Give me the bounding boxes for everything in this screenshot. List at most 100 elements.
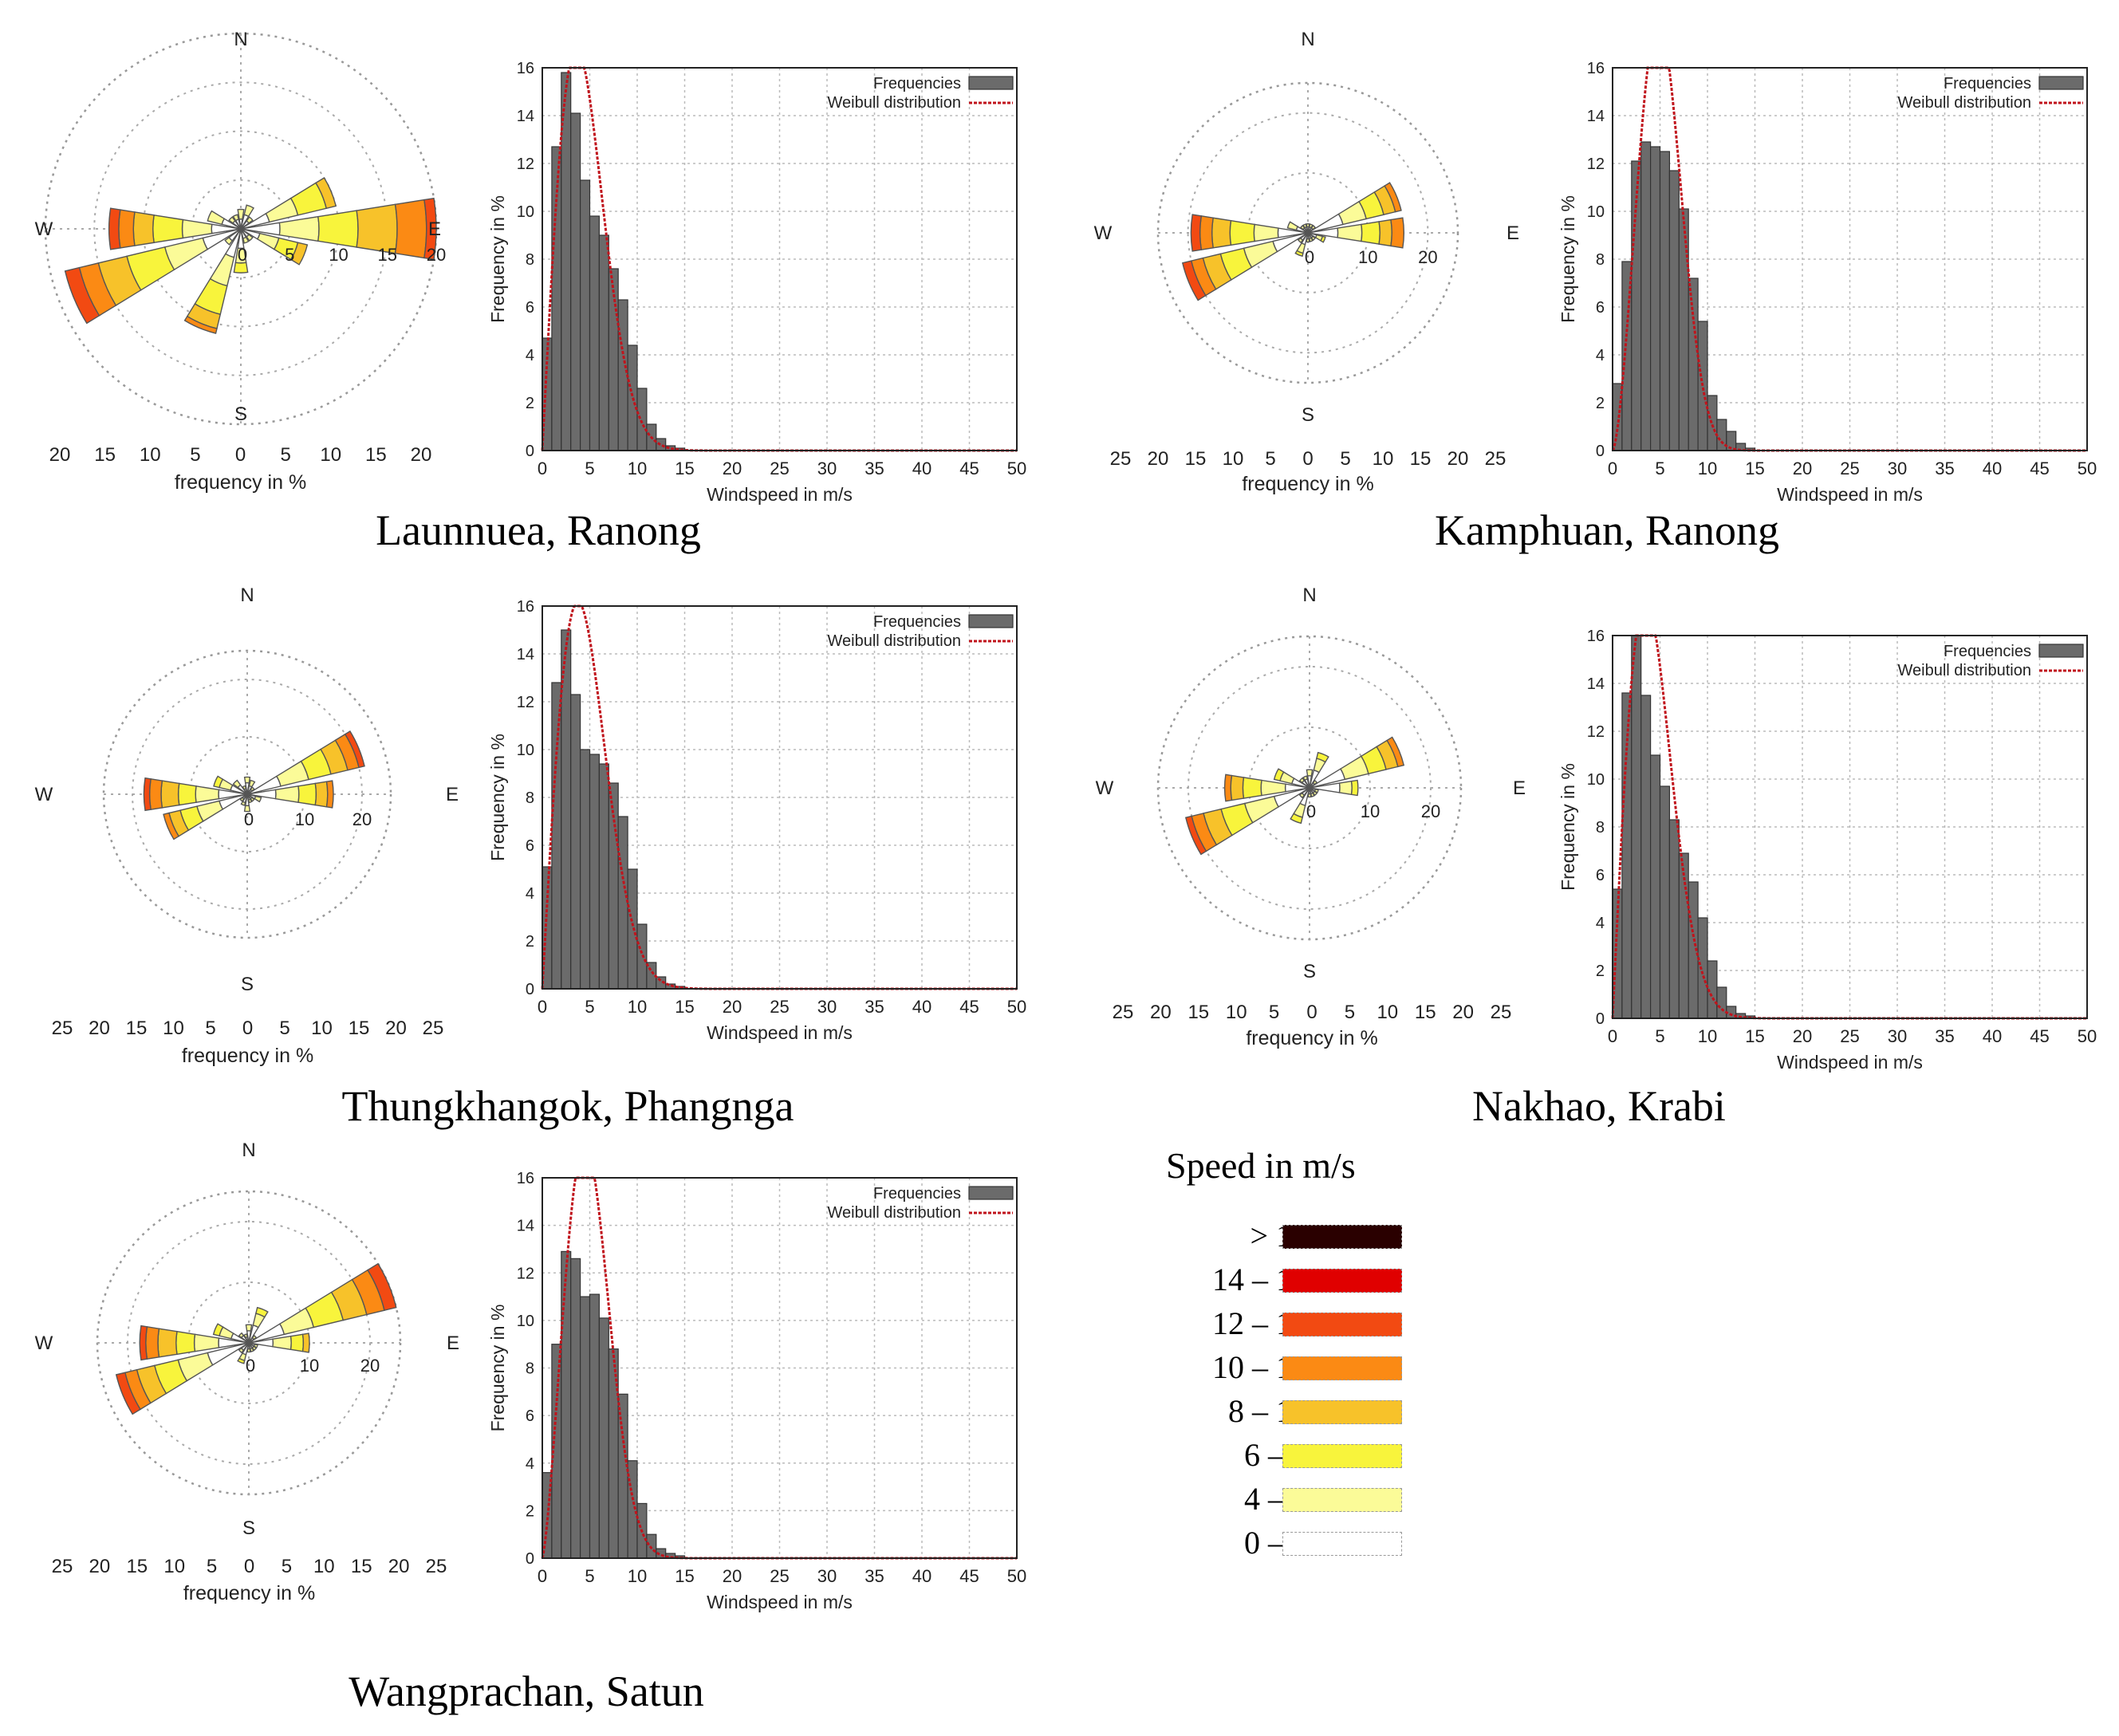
rose-petal-segment	[108, 207, 121, 250]
rose-petal-segment	[1273, 768, 1285, 781]
rose-petal-segment	[289, 1333, 305, 1352]
rose-xtick-label: 20	[411, 444, 432, 466]
xtick-label: 35	[1935, 459, 1954, 478]
compass-n-label: N	[1301, 29, 1314, 50]
legend-row-0-4: 0 – 4	[1132, 1527, 1467, 1559]
histogram-bar	[627, 868, 638, 990]
xtick-label: 30	[817, 1566, 837, 1586]
rose-petal-segment	[237, 208, 245, 220]
xtick-label: 15	[1745, 459, 1764, 478]
rose-petal-segment	[207, 210, 226, 226]
rose-xtick-label: 25	[1485, 448, 1507, 470]
xtick-label: 45	[959, 997, 979, 1017]
rose-petal-segment	[1361, 221, 1381, 245]
rose-petal-segment	[1294, 250, 1304, 258]
ytick-label: 0	[1596, 1010, 1605, 1028]
compass-e-label: E	[1507, 222, 1519, 244]
xtick-label: 50	[1007, 997, 1026, 1017]
xtick-label: 40	[1983, 1026, 2002, 1046]
rose-petal-segment	[243, 776, 251, 784]
rose-petal-segment	[246, 216, 254, 224]
legend-swatch	[1282, 1313, 1402, 1336]
rose-petal-segment	[278, 215, 320, 242]
ytick-label: 2	[1596, 962, 1605, 980]
ytick-label: 6	[526, 837, 534, 855]
rose-xtick-label: 25	[52, 1556, 73, 1577]
histogram-ylabel: Frequency in %	[487, 1305, 508, 1432]
xtick-label: 35	[865, 1566, 884, 1586]
histogram-bar	[1631, 160, 1642, 451]
compass-n-label: N	[242, 1140, 255, 1161]
rose-xtick-label: 5	[205, 1018, 215, 1039]
rose-xtick-label: 15	[126, 1556, 148, 1577]
ytick-label: 4	[526, 1455, 534, 1473]
xtick-label: 50	[2078, 459, 2097, 478]
plot-frame	[1612, 635, 2088, 1019]
histogram-bar	[1640, 695, 1652, 1019]
rose-petal-segment	[246, 1348, 251, 1353]
legend-row-4-6: 4 – 6	[1132, 1483, 1467, 1515]
ytick-label: 12	[517, 694, 534, 711]
rose-ring-label: 0	[244, 809, 254, 829]
compass-e-label: E	[447, 1333, 459, 1354]
legend-swatch	[1282, 1225, 1402, 1249]
legend-swatch	[1282, 1532, 1402, 1556]
xtick-label: 20	[723, 459, 742, 478]
ytick-label: 0	[1596, 443, 1605, 460]
rose-petal-segment	[1297, 237, 1304, 244]
rose-ring-label: 0	[246, 1356, 255, 1376]
histogram-1: 0 5 10 15 20 25 30 35 40 45 50 0 2 4 6 8 10 12 14 16 Frequen…	[1558, 60, 2097, 505]
histogram-bar	[589, 1293, 600, 1559]
rose-xtick-label: 25	[52, 1018, 73, 1039]
rose-xtick-label: 20	[1452, 1002, 1474, 1023]
rose-petal-segment	[1223, 774, 1233, 802]
ytick-label: 0	[526, 981, 534, 998]
histogram-bar	[1697, 321, 1708, 451]
ytick-label: 16	[517, 60, 534, 77]
rose-petal-segment	[118, 209, 136, 249]
rose-petal-segment	[1298, 777, 1306, 784]
ytick-label: 2	[526, 1502, 534, 1520]
histogram-bar	[570, 694, 581, 990]
rose-xtick-label: 15	[349, 1018, 370, 1039]
legend-swatch	[1282, 1356, 1402, 1380]
histogram-bar	[589, 754, 600, 990]
xtick-label: 40	[912, 459, 931, 478]
histogram-bar	[608, 782, 619, 990]
rose-petal-segment	[248, 779, 256, 788]
rose-xtick-label: 15	[365, 444, 387, 466]
ytick-label: 4	[526, 885, 534, 903]
rose-ring	[1187, 112, 1429, 354]
xtick-label: 10	[628, 459, 647, 478]
xtick-label: 50	[1007, 459, 1026, 478]
rose-xtick-label: 15	[94, 444, 116, 466]
rose-xtick-label: 20	[1447, 448, 1469, 470]
rose-xtick-label: 5	[1345, 1002, 1355, 1023]
rose-petal-segment	[64, 266, 100, 325]
compass-w-label: W	[1094, 222, 1113, 244]
xtick-label: 30	[1888, 1026, 1907, 1046]
rose-petal-segment	[232, 214, 239, 222]
ytick-label: 4	[1596, 915, 1605, 932]
histogram-xlabel: Windspeed in m/s	[707, 1592, 853, 1612]
xtick-label: 35	[1935, 1026, 1954, 1046]
weibull-curve	[541, 604, 1017, 990]
histogram-bar	[579, 749, 591, 990]
xtick-label: 5	[585, 459, 594, 478]
rose-petal-segment	[1290, 813, 1303, 825]
histogram-0: 0 5 10 15 20 25 30 35 40 45 50 0 2 4 6 8 10 12 14 16 Frequen…	[487, 60, 1026, 505]
ytick-label: 12	[1587, 155, 1605, 173]
xtick-label: 10	[1698, 1026, 1717, 1046]
histogram-bar	[542, 866, 553, 990]
rose-xtick-label: 10	[1226, 1002, 1247, 1023]
histogram-bar	[656, 438, 667, 451]
rose-xtick-label: 15	[1415, 1002, 1436, 1023]
wind-rose-3: 0 10 20 N S W E 25 20 15 10 5 0 5 10 15 20 25 frequency in…	[1096, 585, 1526, 1049]
histogram-bar	[1697, 917, 1708, 1019]
rose-outer-ring	[1156, 81, 1459, 384]
histogram-ylabel: Frequency in %	[487, 734, 508, 861]
ytick-label: 8	[526, 789, 534, 807]
plot-frame	[542, 1177, 1018, 1559]
rose-xtick-label: 20	[385, 1018, 407, 1039]
rose-petal-segment	[1310, 792, 1315, 797]
